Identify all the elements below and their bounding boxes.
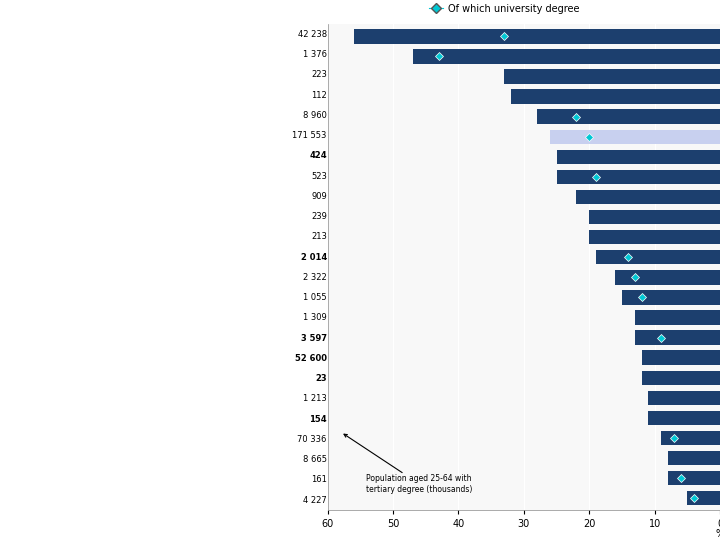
- Bar: [354, 29, 720, 44]
- Text: 3 597: 3 597: [301, 334, 327, 343]
- Bar: [642, 370, 720, 385]
- Text: 112: 112: [311, 91, 327, 100]
- Bar: [413, 49, 720, 64]
- Legend: Of which university degree: Of which university degree: [425, 0, 583, 18]
- Bar: [667, 451, 720, 465]
- Text: 171 553: 171 553: [292, 131, 327, 140]
- X-axis label: %: %: [716, 529, 720, 539]
- Text: Population aged 25-64 with
tertiary degree (thousands): Population aged 25-64 with tertiary degr…: [344, 434, 472, 494]
- Text: 223: 223: [311, 70, 327, 79]
- Text: 8 665: 8 665: [303, 455, 327, 464]
- Text: OECD: OECD: [31, 63, 63, 72]
- Text: 52 600: 52 600: [294, 354, 327, 363]
- Bar: [622, 290, 720, 305]
- Bar: [550, 130, 720, 144]
- Text: 4 227: 4 227: [303, 496, 327, 505]
- Bar: [589, 230, 720, 245]
- Text: 909: 909: [311, 192, 327, 201]
- Bar: [504, 69, 720, 84]
- Ellipse shape: [47, 45, 71, 69]
- Text: 70 336: 70 336: [297, 435, 327, 444]
- Text: 1 055: 1 055: [303, 293, 327, 302]
- Bar: [642, 350, 720, 365]
- Text: 1 213: 1 213: [303, 394, 327, 403]
- Bar: [635, 310, 720, 325]
- Bar: [595, 250, 720, 265]
- Text: 523: 523: [311, 172, 327, 181]
- Bar: [510, 89, 720, 104]
- Text: 1 309: 1 309: [303, 313, 327, 322]
- Bar: [661, 431, 720, 445]
- Text: 2 322: 2 322: [303, 273, 327, 282]
- Text: 424: 424: [309, 151, 327, 160]
- Text: 213: 213: [311, 232, 327, 241]
- Bar: [537, 110, 720, 124]
- Bar: [688, 491, 720, 505]
- Bar: [616, 270, 720, 285]
- Text: 42 238: 42 238: [297, 30, 327, 39]
- Text: Educational
attainment in
non-OECD
economies,
2004: Educational attainment in non-OECD econo…: [63, 164, 265, 322]
- Text: 239: 239: [311, 212, 327, 221]
- Text: 161: 161: [311, 475, 327, 484]
- Text: 1 376: 1 376: [303, 50, 327, 59]
- Text: 23: 23: [315, 374, 327, 383]
- Text: 8 960: 8 960: [303, 111, 327, 120]
- Bar: [648, 411, 720, 425]
- Bar: [648, 390, 720, 405]
- Bar: [576, 190, 720, 204]
- Bar: [589, 210, 720, 224]
- Text: 2 014: 2 014: [300, 253, 327, 262]
- Bar: [557, 170, 720, 184]
- Bar: [635, 330, 720, 345]
- Bar: [557, 150, 720, 164]
- Text: 154: 154: [309, 415, 327, 424]
- Bar: [667, 471, 720, 485]
